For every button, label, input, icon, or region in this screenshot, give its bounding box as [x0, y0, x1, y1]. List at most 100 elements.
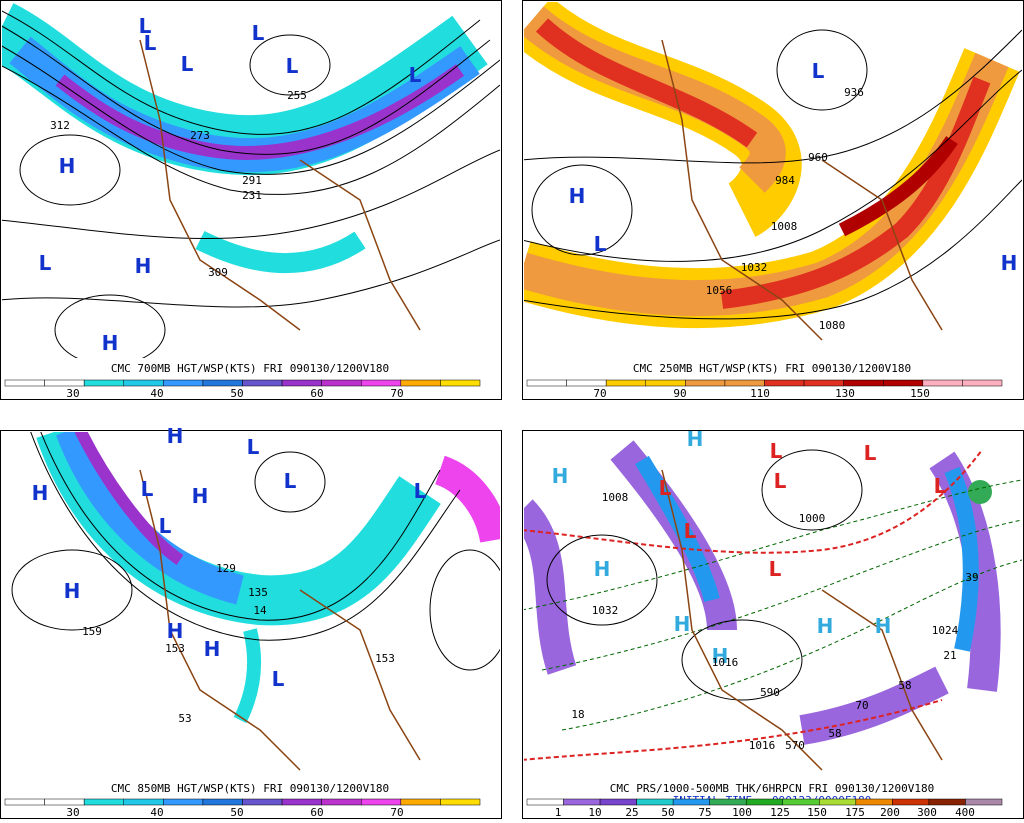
colorbar-segment — [922, 379, 963, 387]
colorbar-segment — [83, 798, 124, 806]
colorbar-label: 50 — [661, 806, 674, 819]
contour-label: 14 — [253, 604, 267, 617]
pressure-center: L — [272, 667, 285, 691]
colorbar-label: 40 — [150, 387, 163, 400]
colorbar-segment — [526, 379, 567, 387]
contour-label: 58 — [828, 727, 841, 740]
colorbar-label: 125 — [770, 806, 790, 819]
colorbar-label: 70 — [390, 806, 403, 819]
colorbar-segment — [685, 379, 726, 387]
contour-label: 1000 — [799, 512, 826, 525]
contour-label: 590 — [760, 686, 780, 699]
colorbar-segment — [163, 798, 204, 806]
colorbar-segment — [962, 379, 1003, 387]
pressure-center: L — [247, 435, 260, 459]
colorbar-segment — [440, 379, 481, 387]
pressure-center: L — [141, 477, 154, 501]
contour-label: 1032 — [741, 261, 768, 274]
colorbar-label: 90 — [673, 387, 686, 400]
pressure-center: L — [252, 21, 265, 45]
colorbar-segment — [843, 379, 884, 387]
pressure-center: L — [684, 519, 697, 543]
contour-label: 135 — [248, 586, 268, 599]
colorbar-segment — [44, 798, 85, 806]
contour-label: 39 — [965, 571, 978, 584]
colorbar-label: 10 — [588, 806, 601, 819]
pressure-center: H — [569, 184, 586, 208]
contour-label: 255 — [287, 89, 307, 102]
pressure-center: L — [139, 14, 152, 38]
pressure-center: L — [409, 63, 422, 87]
colorbar-segment — [672, 798, 710, 806]
colorbar-label: 110 — [750, 387, 770, 400]
pressure-center: H — [59, 154, 76, 178]
colorbar-segment — [83, 379, 124, 387]
pressure-center: H — [204, 637, 221, 661]
pressure-center: H — [875, 614, 892, 638]
pressure-center: H — [594, 557, 611, 581]
colorbar-segment — [361, 798, 402, 806]
colorbar-label: 200 — [880, 806, 900, 819]
pressure-center: H — [552, 464, 569, 488]
contour-label: 18 — [571, 708, 584, 721]
colorbar-segment — [44, 379, 85, 387]
colorbar-segment — [709, 798, 747, 806]
contour-label: 58 — [898, 679, 911, 692]
colorbar-segment — [819, 798, 857, 806]
pressure-center: L — [864, 441, 877, 465]
colorbar-label: 70 — [593, 387, 606, 400]
colorbar-segment — [163, 379, 204, 387]
colorbar-segment — [440, 798, 481, 806]
pressure-center: H — [167, 619, 184, 643]
pressure-center: L — [286, 54, 299, 78]
pressure-center: H — [135, 254, 152, 278]
colorbar-label: 150 — [910, 387, 930, 400]
colorbar-segment — [321, 798, 362, 806]
contour-label: 70 — [855, 699, 868, 712]
contour-label: 570 — [785, 739, 805, 752]
pressure-center: L — [769, 557, 782, 581]
colorbar-label: 300 — [917, 806, 937, 819]
pressure-center: H — [64, 579, 81, 603]
contour-label: 21 — [943, 649, 956, 662]
colorbar-segment — [892, 798, 930, 806]
contour-label: 1032 — [592, 604, 619, 617]
colorbar-segment — [202, 798, 243, 806]
contour-label: 1080 — [819, 319, 846, 332]
pressure-center: H — [192, 484, 209, 508]
colorbar-segment — [242, 379, 283, 387]
contour-label: 153 — [165, 642, 185, 655]
colorbar-segment — [281, 798, 322, 806]
colorbar-segment — [281, 379, 322, 387]
panel — [522, 430, 1024, 819]
panel — [0, 430, 502, 819]
colorbar-label: 400 — [955, 806, 975, 819]
colorbar-label: 130 — [835, 387, 855, 400]
colorbar-label: 175 — [845, 806, 865, 819]
pressure-center: L — [159, 514, 172, 538]
contour-label: 1024 — [932, 624, 959, 637]
colorbar-segment — [321, 379, 362, 387]
pressure-center: L — [39, 251, 52, 275]
contour-label: 291 — [242, 174, 262, 187]
colorbar-segment — [202, 379, 243, 387]
colorbar-segment — [782, 798, 820, 806]
pressure-center: H — [674, 612, 691, 636]
colorbar-label: 25 — [625, 806, 638, 819]
colorbar-segment — [764, 379, 805, 387]
colorbar-label: 50 — [230, 387, 243, 400]
colorbar-label: 100 — [732, 806, 752, 819]
panel-title: CMC 850MB HGT/WSP(KTS) FRI 090130/1200V1… — [111, 782, 389, 795]
contour-label: 53 — [178, 712, 191, 725]
colorbar-segment — [123, 798, 164, 806]
colorbar-segment — [400, 798, 441, 806]
colorbar-segment — [4, 379, 45, 387]
colorbar-label: 60 — [310, 387, 323, 400]
contour-label: 1056 — [706, 284, 733, 297]
pressure-center: H — [102, 331, 119, 355]
colorbar-segment — [636, 798, 674, 806]
pressure-center: H — [817, 614, 834, 638]
contour-label: 159 — [82, 625, 102, 638]
colorbar-segment — [566, 379, 607, 387]
